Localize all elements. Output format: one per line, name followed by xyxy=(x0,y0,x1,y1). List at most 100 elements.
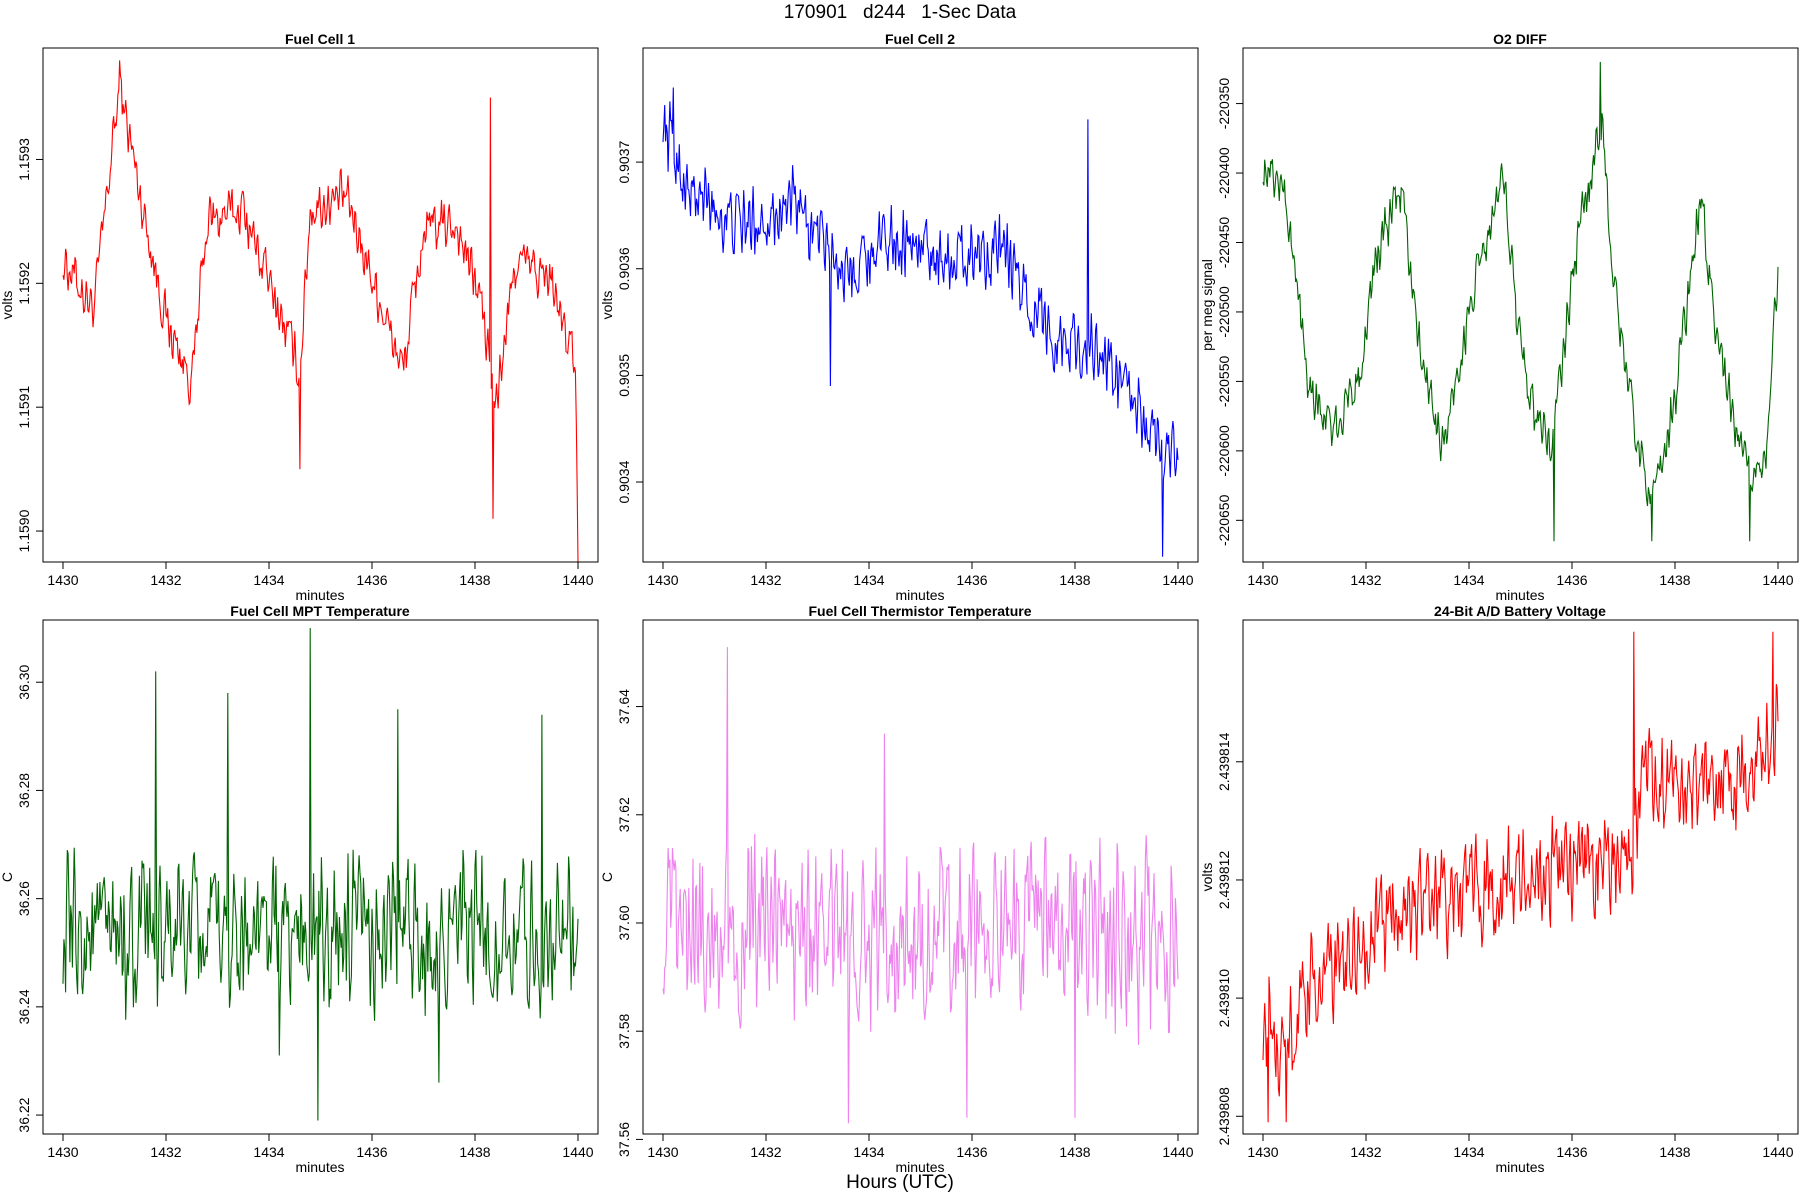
x-tick-label: 1434 xyxy=(253,1144,284,1160)
x-tick-label: 1432 xyxy=(750,1144,781,1160)
y-axis-label: C xyxy=(0,872,15,882)
y-tick-label: 37.56 xyxy=(616,1122,632,1157)
footer-axis-label: Hours (UTC) xyxy=(846,1172,954,1193)
chart-panel-o2-diff: O2 DIFF 1430 1432 1434 1436 1438 1440 minutes -2… xyxy=(1199,30,1800,610)
y-tick-label: 0.9036 xyxy=(616,247,632,290)
x-tick-label: 1436 xyxy=(356,572,387,588)
x-axis-label: minutes xyxy=(295,1159,344,1175)
x-tick-label: 1430 xyxy=(647,1144,678,1160)
y-tick-label: 2.439810 xyxy=(1216,969,1232,1028)
y-axis-label: per meg signal xyxy=(1199,259,1215,351)
plot-frame xyxy=(1242,619,1799,1135)
y-tick-label: 37.64 xyxy=(616,689,632,724)
y-tick-label: 0.9034 xyxy=(616,460,632,503)
y-tick-label: -220450 xyxy=(1216,217,1232,269)
x-tick-label: 1430 xyxy=(47,572,78,588)
x-tick-label: 1440 xyxy=(1762,572,1793,588)
x-tick-label: 1432 xyxy=(150,1144,181,1160)
series-line xyxy=(662,647,1179,1124)
x-tick-label: 1438 xyxy=(1059,572,1090,588)
y-tick-label: 2.439814 xyxy=(1216,732,1232,791)
y-tick-label: 37.58 xyxy=(616,1013,632,1048)
chart-panel-fuel-cell-2: Fuel Cell 2 1430 1432 1434 1436 1438 1440 minut… xyxy=(599,30,1200,610)
x-tick-label: 1436 xyxy=(1556,1144,1587,1160)
x-tick-label: 1432 xyxy=(1350,572,1381,588)
chart-title: Fuel Cell 1 xyxy=(285,31,355,47)
x-tick-label: 1436 xyxy=(956,572,987,588)
y-tick-label: 36.22 xyxy=(16,1097,32,1132)
y-tick-label: 1.1592 xyxy=(16,262,32,305)
y-tick-label: 0.9037 xyxy=(616,140,632,183)
x-tick-label: 1438 xyxy=(1059,1144,1090,1160)
x-axis-label: minutes xyxy=(295,587,344,603)
x-tick-label: 1430 xyxy=(647,572,678,588)
chart-title: 24-Bit A/D Battery Voltage xyxy=(1434,603,1606,619)
series-line xyxy=(62,628,579,1121)
x-tick-label: 1430 xyxy=(1247,572,1278,588)
x-tick-label: 1432 xyxy=(150,572,181,588)
x-tick-label: 1440 xyxy=(1162,572,1193,588)
x-tick-label: 1436 xyxy=(356,1144,387,1160)
y-axis-label: volts xyxy=(1199,863,1215,892)
x-tick-label: 1436 xyxy=(1556,572,1587,588)
y-tick-label: 36.24 xyxy=(16,989,32,1024)
page-title: 170901 d244 1-Sec Data xyxy=(783,2,1017,23)
plot-frame xyxy=(642,619,1199,1135)
plot-frame xyxy=(1242,47,1799,563)
chart-title: Fuel Cell Thermistor Temperature xyxy=(808,603,1031,619)
y-tick-label: 2.439808 xyxy=(1216,1087,1232,1146)
y-tick-label: 2.439812 xyxy=(1216,851,1232,910)
y-tick-label: 1.1591 xyxy=(16,386,32,429)
y-tick-label: -220500 xyxy=(1216,286,1232,338)
chart-panel-thermistor-temperature: Fuel Cell Thermistor Temperature 1430 1432… xyxy=(599,602,1200,1182)
plot-frame xyxy=(42,47,599,563)
x-tick-label: 1440 xyxy=(1762,1144,1793,1160)
y-tick-label: -220350 xyxy=(1216,78,1232,130)
x-axis-label: minutes xyxy=(1495,1159,1544,1175)
chart-title: O2 DIFF xyxy=(1493,31,1547,47)
series-line xyxy=(1262,61,1779,542)
x-tick-label: 1438 xyxy=(1659,572,1690,588)
x-tick-label: 1432 xyxy=(1350,1144,1381,1160)
y-tick-label: -220600 xyxy=(1216,425,1232,477)
x-tick-label: 1434 xyxy=(253,572,284,588)
x-tick-label: 1434 xyxy=(853,572,884,588)
chart-title: Fuel Cell 2 xyxy=(885,31,955,47)
chart-panel-fuel-cell-1: Fuel Cell 1 1430 1432 1434 1436 1438 1440 minut… xyxy=(0,30,600,610)
y-axis-label: C xyxy=(599,872,615,882)
y-tick-label: 1.1593 xyxy=(16,138,32,181)
chart-panel-mpt-temperature: Fuel Cell MPT Temperature 1430 1432 1434 143… xyxy=(0,602,600,1182)
y-tick-label: -220550 xyxy=(1216,356,1232,408)
x-tick-label: 1438 xyxy=(459,572,490,588)
y-axis-label: volts xyxy=(0,291,15,320)
x-tick-label: 1436 xyxy=(956,1144,987,1160)
x-tick-label: 1430 xyxy=(1247,1144,1278,1160)
x-tick-label: 1434 xyxy=(1453,1144,1484,1160)
x-tick-label: 1432 xyxy=(750,572,781,588)
plot-frame xyxy=(42,619,599,1135)
chart-title: Fuel Cell MPT Temperature xyxy=(230,603,410,619)
x-tick-label: 1438 xyxy=(1659,1144,1690,1160)
y-tick-label: 36.26 xyxy=(16,881,32,916)
x-axis-label: minutes xyxy=(895,587,944,603)
y-axis-label: volts xyxy=(599,291,615,320)
x-tick-label: 1430 xyxy=(47,1144,78,1160)
x-tick-label: 1440 xyxy=(1162,1144,1193,1160)
y-tick-label: 1.1590 xyxy=(16,509,32,552)
series-line xyxy=(662,87,1179,557)
series-line xyxy=(1262,631,1779,1123)
y-tick-label: 37.62 xyxy=(616,797,632,832)
x-tick-label: 1440 xyxy=(562,1144,593,1160)
chart-panel-battery-voltage: 24-Bit A/D Battery Voltage 1430 1432 1434 14… xyxy=(1199,602,1800,1182)
plot-frame xyxy=(642,47,1199,563)
y-tick-label: 37.60 xyxy=(616,905,632,940)
series-line xyxy=(62,60,579,563)
x-tick-label: 1434 xyxy=(1453,572,1484,588)
y-tick-label: -220650 xyxy=(1216,494,1232,546)
x-tick-label: 1440 xyxy=(562,572,593,588)
x-axis-label: minutes xyxy=(1495,587,1544,603)
y-tick-label: -220400 xyxy=(1216,147,1232,199)
x-axis-label: minutes xyxy=(895,1159,944,1175)
x-tick-label: 1434 xyxy=(853,1144,884,1160)
y-tick-label: 0.9035 xyxy=(616,354,632,397)
